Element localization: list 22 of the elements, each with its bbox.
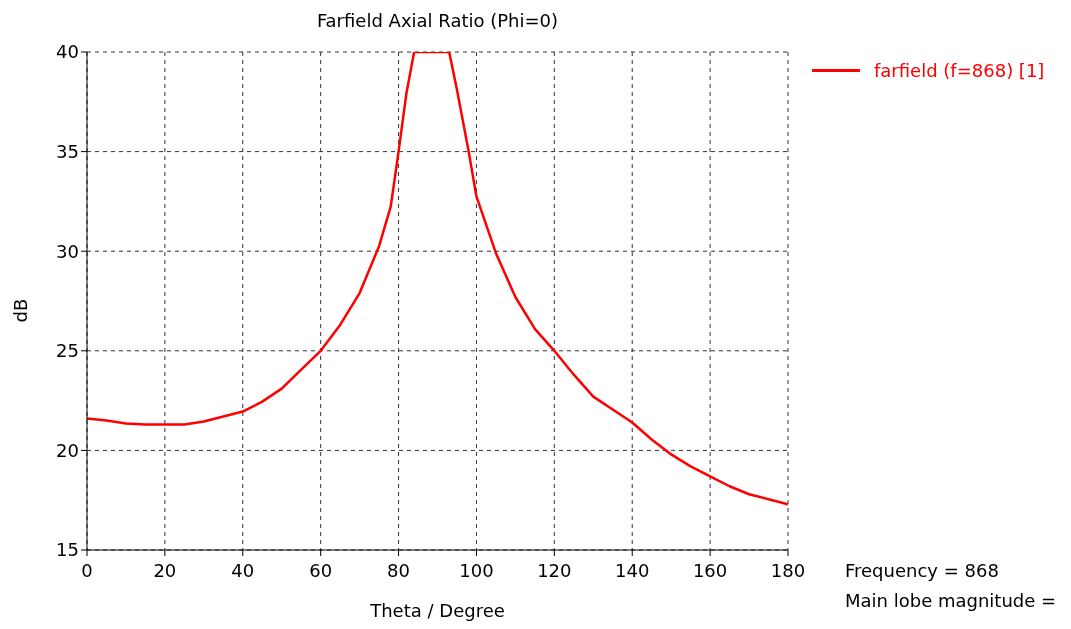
x-tick-label: 140 xyxy=(615,559,650,581)
legend-label: farfield (f=868) [1] xyxy=(874,60,1045,81)
x-tick-label: 160 xyxy=(692,559,728,581)
x-tick-label: 80 xyxy=(387,559,411,581)
chart-title: Farfield Axial Ratio (Phi=0) xyxy=(315,10,560,31)
text: Main lobe magnitude = xyxy=(845,590,1057,611)
x-tick-label: 60 xyxy=(309,559,333,581)
x-axis-title: Theta / Degree xyxy=(369,600,506,621)
y-tick-label: 20 xyxy=(56,439,79,461)
y-tick-label: 40 xyxy=(56,41,79,63)
x-tick-label: 100 xyxy=(459,559,494,581)
x-tick-label: 120 xyxy=(537,559,572,581)
y-axis-title: dB xyxy=(9,297,31,325)
text: Frequency = 868 xyxy=(845,560,999,581)
y-tick-label: 25 xyxy=(56,340,79,362)
y-tick-label: 15 xyxy=(56,539,79,561)
x-tick-label: 180 xyxy=(770,559,806,581)
x-tick-label: 0 xyxy=(81,559,93,581)
x-tick-label: 20 xyxy=(153,559,177,581)
x-tick-label: 40 xyxy=(231,559,255,581)
y-tick-label: 35 xyxy=(56,140,79,162)
y-tick-label: 30 xyxy=(56,240,79,262)
